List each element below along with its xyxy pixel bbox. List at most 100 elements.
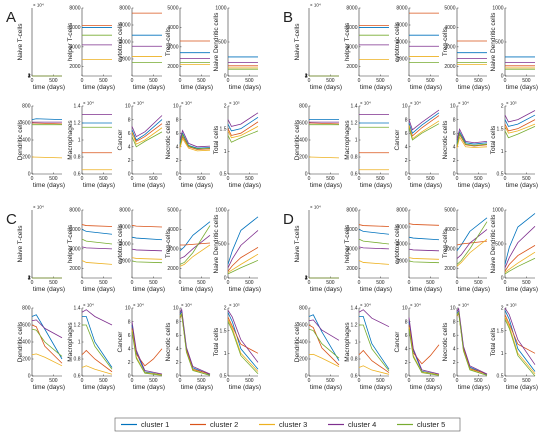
x-axis-label: time (days): [458, 182, 490, 189]
x-tick-label: 0: [408, 78, 411, 84]
y-tick-label: 200: [299, 155, 308, 161]
y-tick-label: 4000: [167, 227, 178, 233]
x-axis-label: time (days): [360, 182, 392, 189]
x-tick-label: 500: [149, 378, 158, 384]
y-tick-label: 3: [305, 74, 308, 80]
y-tick-label: 4: [305, 276, 308, 282]
panel-letter-c: C: [6, 211, 17, 228]
y-tick-label: 10: [402, 306, 408, 312]
y-axis-label: Cancer: [394, 129, 401, 151]
y-tick-label: 2: [224, 104, 227, 110]
series-line-cluster-5: [504, 126, 536, 139]
x-axis-label: time (days): [181, 182, 213, 189]
series-line-cluster-4: [504, 307, 536, 365]
x-tick-label: 0: [31, 176, 34, 182]
series-line-cluster-1: [504, 114, 536, 127]
legend-box: [114, 417, 461, 432]
y-tick-label: 1.5: [220, 328, 227, 334]
y-tick-label: 0.8: [351, 357, 358, 363]
y-tick-label: 4: [305, 74, 308, 80]
y-tick-label: 2000: [444, 266, 455, 272]
x-tick-label: 500: [326, 176, 335, 182]
series-line-cluster-2: [408, 223, 440, 226]
series-line-cluster-4: [81, 309, 113, 326]
x-tick-label: 500: [149, 176, 158, 182]
x-tick-label: 500: [326, 78, 335, 84]
y-tick-label: 8000: [119, 6, 130, 12]
y-axis-label: Dendritic cells: [17, 119, 24, 160]
series-line-cluster-5: [179, 312, 211, 376]
y-tick-label: 0.5: [220, 374, 227, 380]
x-tick-label: 0: [308, 378, 311, 384]
y-tick-label: 10: [402, 104, 408, 110]
x-tick-label: 500: [197, 378, 206, 384]
x-axis-label: time (days): [360, 286, 392, 293]
series-line-cluster-1: [504, 213, 536, 265]
x-tick-label: 500: [326, 378, 335, 384]
y-axis-label: Total cells: [213, 327, 220, 356]
series-line-cluster-1: [131, 119, 163, 141]
y-tick-label: 5000: [167, 208, 178, 214]
y-axis-label: helper T-cells: [344, 224, 351, 263]
y-tick-label: 2: [405, 360, 408, 366]
y-exponent-label: × 10⁴: [310, 205, 321, 210]
y-tick-label: 0: [224, 276, 227, 282]
x-tick-label: 0: [358, 280, 361, 286]
y-tick-label: 1: [28, 74, 31, 80]
y-tick-label: 3000: [167, 45, 178, 51]
x-tick-label: 500: [522, 280, 531, 286]
series-line-cluster-4: [179, 129, 211, 148]
y-axis-label: Naive T-cells: [294, 225, 301, 263]
x-axis-label: time (days): [506, 182, 538, 189]
y-tick-label: 4000: [346, 45, 357, 51]
y-tick-label: 2: [28, 74, 31, 80]
x-tick-label: 500: [376, 176, 385, 182]
series-line-cluster-3: [131, 127, 163, 145]
series-line-cluster-3: [179, 137, 211, 152]
y-axis-label: Naive Dendritic cells: [213, 214, 220, 274]
x-tick-label: 0: [131, 280, 134, 286]
y-exponent-label: × 10⁴: [83, 303, 94, 308]
legend-label-cluster-1: cluster 1: [141, 420, 169, 429]
x-tick-label: 500: [99, 78, 108, 84]
y-tick-label: 10: [450, 104, 456, 110]
series-line-cluster-4: [408, 248, 440, 252]
y-axis-label: Treg-cells: [442, 229, 449, 258]
series-line-cluster-1: [456, 309, 488, 376]
x-tick-label: 0: [504, 280, 507, 286]
y-tick-label: 500: [495, 40, 504, 46]
y-exponent-label: × 10⁴: [33, 3, 44, 8]
y-tick-label: 500: [218, 242, 227, 248]
x-axis-label: time (days): [410, 286, 442, 293]
y-exponent-label: × 10⁴: [458, 303, 469, 308]
y-tick-label: 8000: [119, 208, 130, 214]
y-tick-label: 3: [305, 276, 308, 282]
y-tick-label: 2000: [119, 57, 130, 63]
y-axis-label: cytotoxic cells: [117, 21, 124, 62]
y-tick-label: 4000: [119, 40, 130, 46]
series-line-cluster-3: [31, 353, 63, 367]
y-tick-label: 1.4: [351, 104, 358, 110]
y-tick-label: 2000: [346, 64, 357, 70]
y-tick-label: 1: [305, 276, 308, 282]
y-axis-label: Treg-cells: [442, 27, 449, 56]
series-line-cluster-5: [179, 133, 211, 150]
series-line-cluster-1: [359, 316, 390, 370]
x-tick-label: 500: [99, 280, 108, 286]
y-tick-label: 0: [176, 374, 179, 380]
y-tick-label: 6000: [346, 25, 357, 31]
y-tick-label: 4: [176, 145, 179, 151]
y-axis-label: helper T-cells: [344, 22, 351, 61]
y-axis-label: Cancer: [117, 331, 124, 353]
y-axis-label: Total cells: [490, 327, 497, 356]
y-tick-label: 1.4: [74, 104, 81, 110]
x-tick-label: 500: [426, 378, 435, 384]
x-tick-label: 500: [197, 78, 206, 84]
